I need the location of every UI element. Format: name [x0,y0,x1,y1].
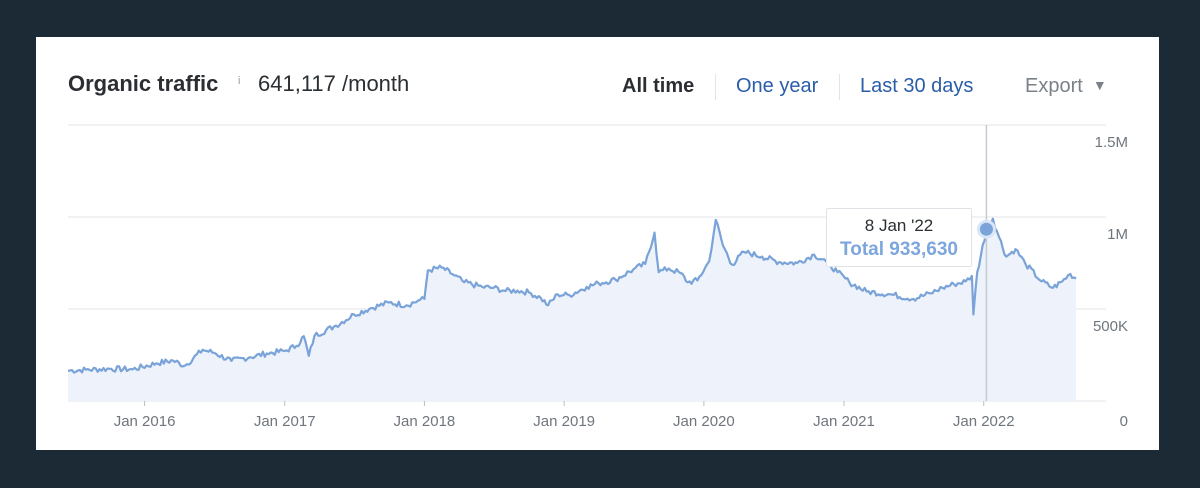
x-tick-label: Jan 2021 [813,413,875,430]
y-axis: 0 500K 1M 1.5M [1093,134,1128,430]
traffic-line [68,217,1077,374]
y-tick-label: 1M [1107,226,1128,243]
range-last-30-days-button[interactable]: Last 30 days [860,75,974,97]
traffic-chart[interactable]: Jan 2016 Jan 2017 Jan 2018 Jan 2019 Jan 2020… [36,37,1159,450]
x-tick-label: Jan 2019 [533,413,595,430]
chart-title: Organic traffic [68,71,219,96]
caret-down-icon: ▼ [1092,77,1107,93]
y-tick-label: 1.5M [1095,134,1128,151]
x-tick-label: Jan 2018 [394,413,456,430]
y-tick-label: 0 [1120,413,1128,430]
x-tick-label: Jan 2022 [953,413,1015,430]
tooltip-total: Total 933,630 [840,239,958,260]
organic-traffic-card: Organic traffic i 641,117 /month All tim… [36,37,1159,450]
highlight-point[interactable] [976,219,996,239]
info-icon[interactable]: i [238,75,241,87]
range-all-time-button[interactable]: All time [622,75,695,97]
x-axis: Jan 2016 Jan 2017 Jan 2018 Jan 2019 Jan 2020… [114,401,1015,430]
export-label: Export [1025,75,1083,97]
tooltip-date: 8 Jan '22 [864,216,934,235]
tooltip: 8 Jan '22 Total 933,630 [826,208,972,267]
monthly-traffic-value: 641,117 /month [258,71,410,96]
x-tick-label: Jan 2020 [673,413,735,430]
range-divider [839,74,840,100]
range-one-year-button[interactable]: One year [736,75,819,97]
x-tick-label: Jan 2017 [254,413,316,430]
y-tick-label: 500K [1093,318,1128,335]
export-button[interactable]: Export ▼ [1025,75,1107,98]
traffic-area [68,218,1076,401]
range-divider [715,74,716,100]
x-tick-label: Jan 2016 [114,413,176,430]
